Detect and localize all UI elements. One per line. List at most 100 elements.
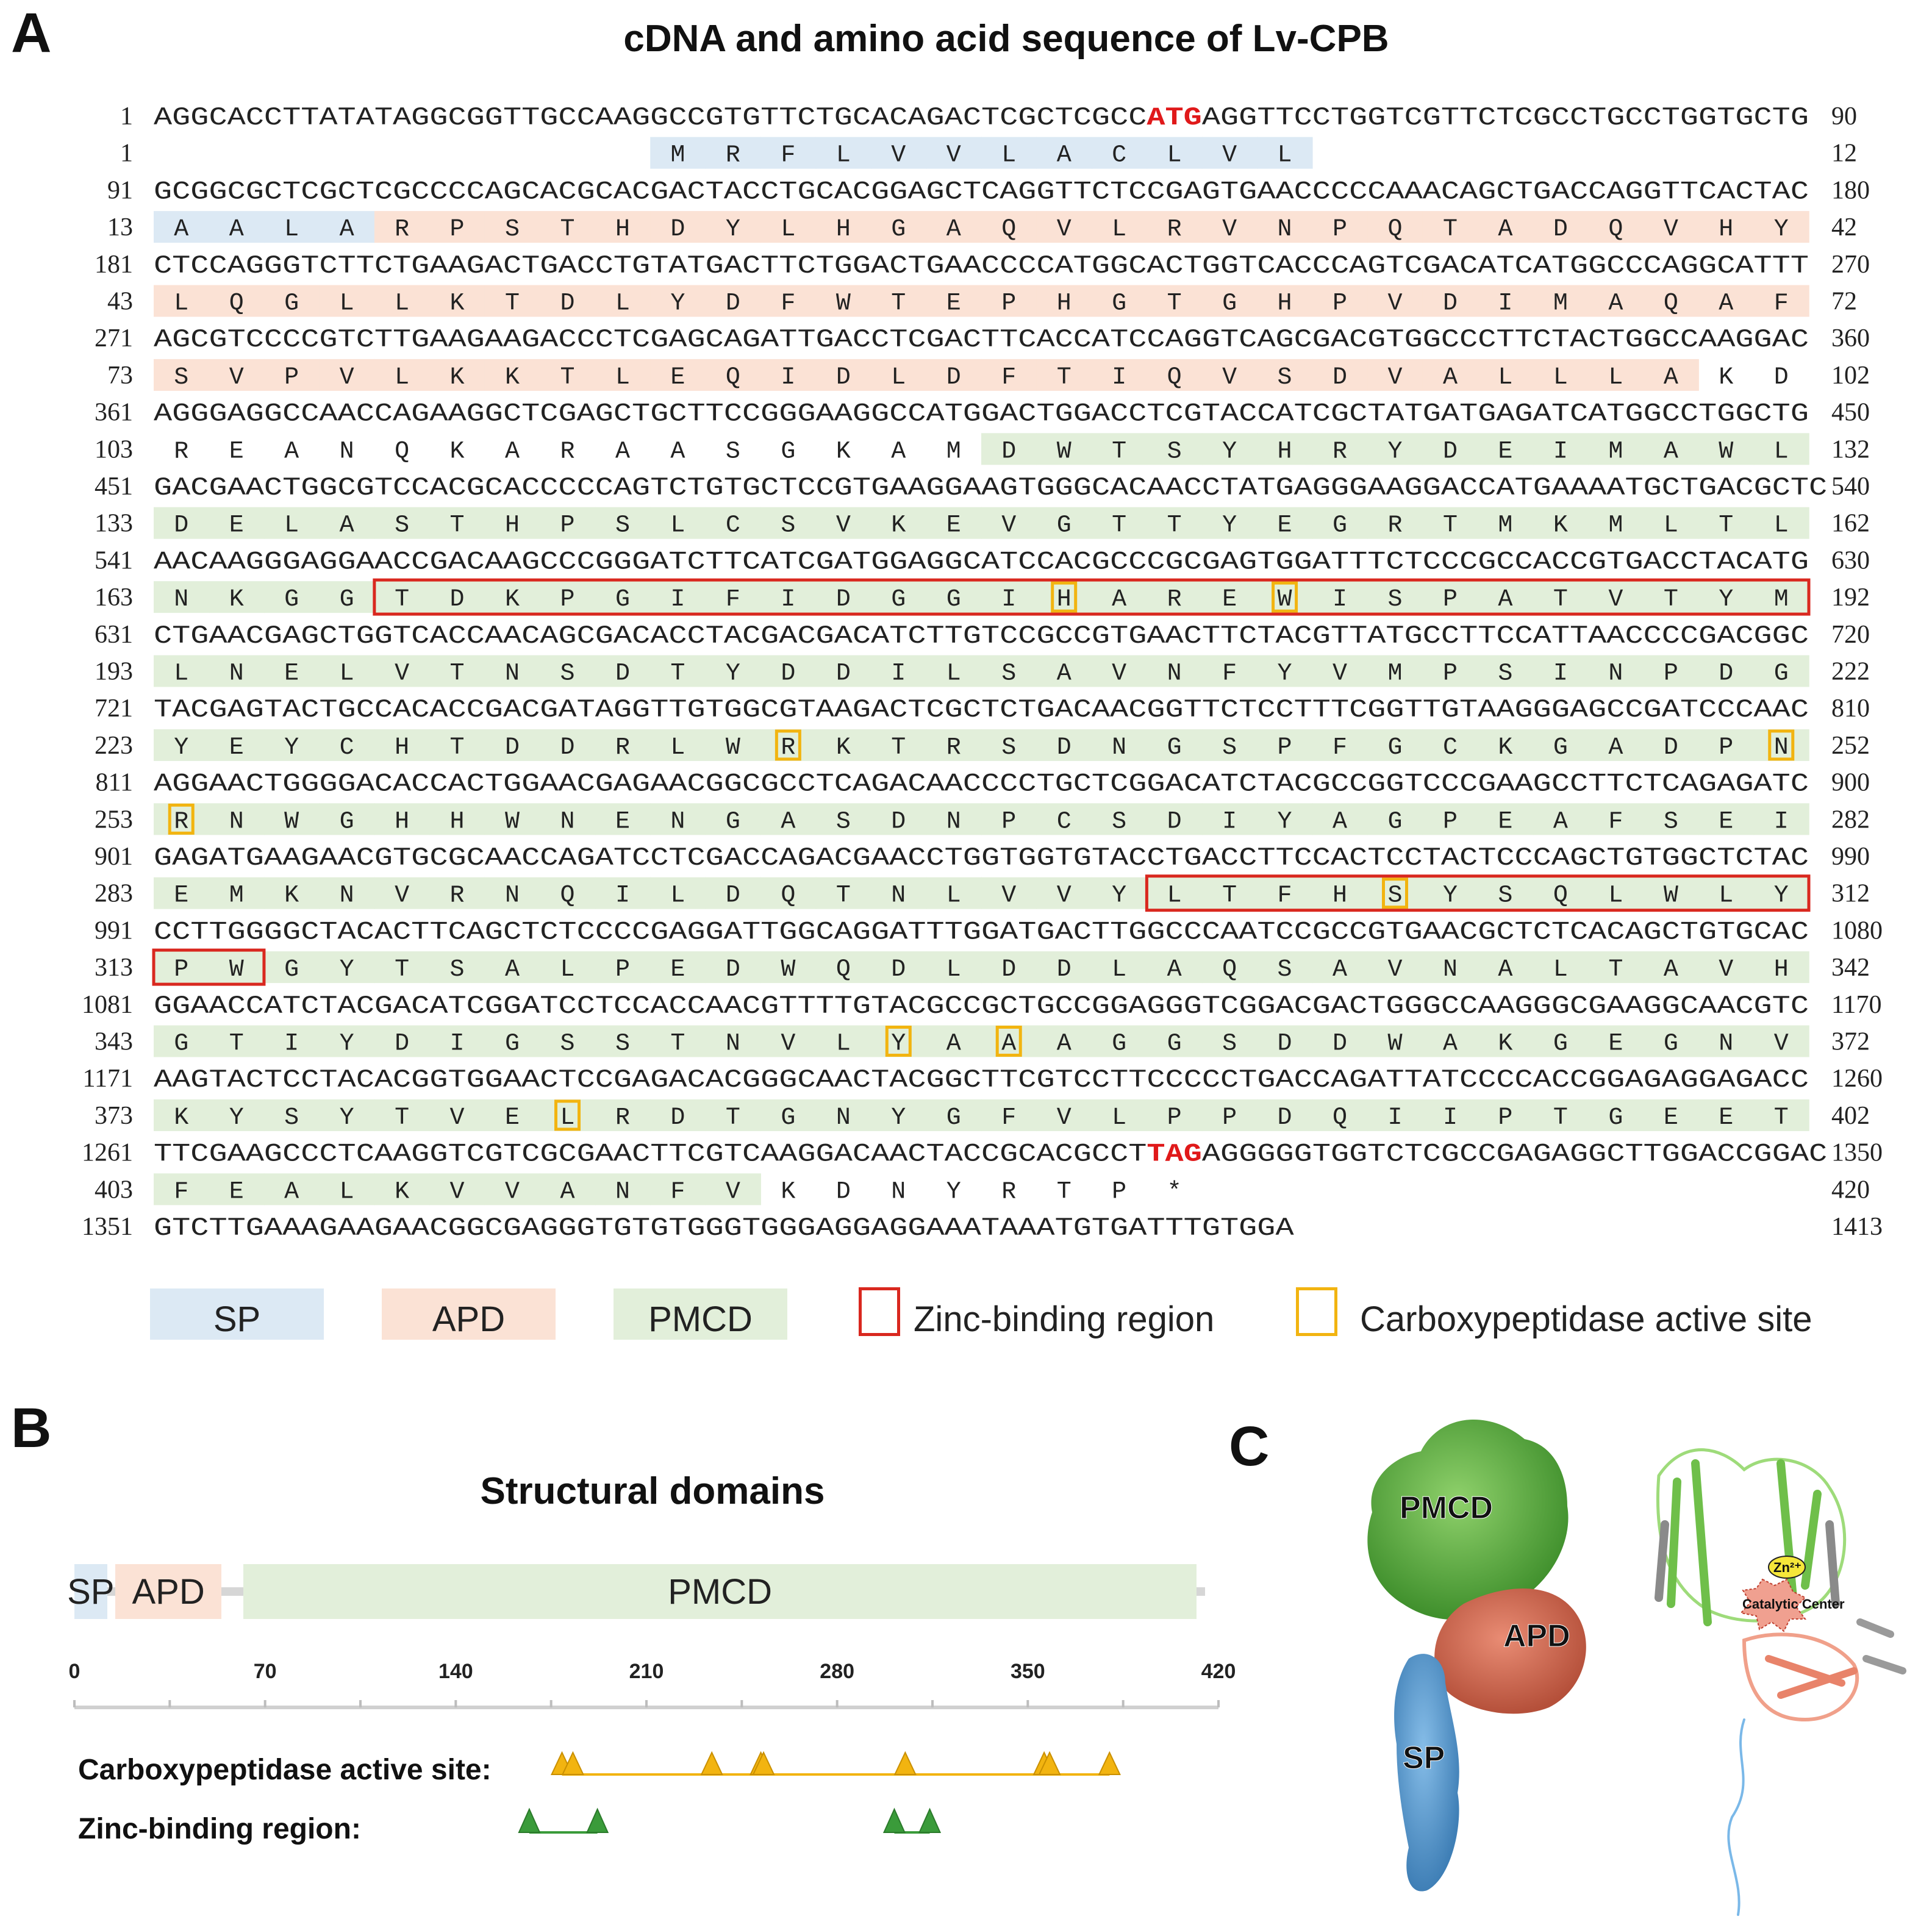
amino-acid: K [781, 1178, 795, 1206]
domain-shade [1478, 951, 1534, 984]
domain-shade [374, 507, 431, 539]
domain-shade [1147, 803, 1203, 835]
amino-acid: Y [1719, 586, 1733, 613]
amino-acid: S [560, 1031, 574, 1058]
amino-acid: P [1443, 660, 1458, 688]
amino-acid: M [1387, 660, 1402, 688]
amino-acid: K [395, 1178, 409, 1206]
amino-acid: K [450, 438, 465, 465]
domain-shade [484, 507, 541, 539]
active-site-marker [700, 1751, 723, 1775]
amino-acid: Q [1167, 364, 1182, 391]
domain-shade [374, 655, 431, 687]
amino-acid: A [1333, 808, 1347, 835]
amino-acid: G [1333, 512, 1347, 540]
amino-acid: R [1167, 216, 1182, 243]
domain-shade [1588, 285, 1644, 317]
domain-shade [871, 211, 927, 243]
amino-acid: P [1719, 734, 1733, 762]
amino-acid: A [891, 438, 906, 465]
domain-shade [1147, 285, 1203, 317]
row-start-number: 1351 [82, 1213, 133, 1241]
domain-shade [1478, 433, 1534, 465]
amino-acid: N [891, 1178, 906, 1206]
amino-acid: L [560, 956, 574, 984]
domain-shade [1367, 729, 1423, 761]
domain-shade [1588, 1025, 1644, 1057]
amino-acid: Y [1112, 882, 1126, 910]
domain-shade [1312, 877, 1368, 909]
domain-shade [540, 359, 596, 391]
nucleotide-sequence: AACAAGGGAGGAACCGACAAGCCCGGGATCTTCATCGATG… [154, 547, 1809, 576]
amino-acid: I [781, 364, 795, 391]
domain-shade [1422, 729, 1478, 761]
domain-shade [1533, 1099, 1589, 1131]
amino-acid: F [174, 1178, 188, 1206]
amino-acid: A [560, 1178, 574, 1206]
amino-acid: L [1774, 438, 1789, 465]
amino-acid: S [1664, 808, 1678, 835]
domain-shade [1091, 803, 1148, 835]
amino-acid: H [1719, 216, 1733, 243]
zinc-marker [918, 1807, 942, 1833]
nucleotide-sequence: CCTTGGGGCTACACTTCAGCTCTCCCCGAGGATTGGCAGG… [154, 917, 1809, 946]
amino-acid: N [1112, 734, 1126, 762]
amino-acid: D [726, 290, 740, 318]
row-start-number: 343 [95, 1028, 133, 1056]
zinc-ion [1768, 1556, 1806, 1579]
amino-acid: N [726, 1031, 740, 1058]
nucleotide-sequence: TACGAGTACTGCCACACCGACGATAGGTTGTGGCGTAAGA… [154, 695, 1809, 724]
domain-shade [1367, 285, 1423, 317]
amino-acid: A [1057, 660, 1072, 688]
row-end-number: 312 [1831, 880, 1870, 908]
domain-shade [263, 655, 320, 687]
amino-acid: G [1167, 1031, 1182, 1058]
amino-acid: A [1608, 290, 1623, 318]
domain-shade [926, 877, 982, 909]
amino-acid: G [1167, 734, 1182, 762]
domain-shade [926, 581, 982, 613]
domain-shade [1422, 507, 1478, 539]
domain-shade [815, 285, 871, 317]
amino-acid: Y [340, 956, 354, 984]
domain-shade [760, 211, 817, 243]
amino-acid: T [1222, 882, 1237, 910]
domain-shade [1257, 951, 1313, 984]
amino-acid: E [670, 956, 685, 984]
amino-acid: L [1112, 956, 1126, 984]
amino-acid: D [1001, 438, 1016, 465]
domain-shade [981, 803, 1037, 835]
nucleotide-sequence: CTGAACGAGCTGGTCACCAACAGCGACACCTACGACGACA… [154, 621, 1809, 651]
amino-acid: G [1057, 512, 1072, 540]
amino-acid: P [1222, 1104, 1237, 1132]
domain-shade [760, 285, 817, 317]
amino-acid: L [1001, 142, 1016, 170]
domain-shade [1643, 285, 1699, 317]
amino-acid: E [284, 660, 299, 688]
legend-label: APD [432, 1299, 506, 1339]
nucleotide-sequence: AGGGAGGCCAACCAGAAGGCTCGAGCTGCTTCCGGGAAGG… [154, 399, 1809, 429]
legend-outline-swatch [859, 1287, 900, 1336]
row-end-number: 192 [1831, 584, 1870, 612]
sequence-segment: AAGTACTCCTACACGGTGGAACTCCGAGACACGGGCAACT… [154, 1065, 1809, 1095]
apd-surface-label: APD [1503, 1618, 1570, 1654]
domain-shade [1201, 211, 1258, 243]
residue-axis [73, 1700, 1220, 1834]
amino-acid: A [340, 512, 354, 540]
domain-shade [1588, 581, 1644, 613]
row-start-number: 103 [95, 435, 133, 463]
sequence-segment: GGAACCATCTACGACATCGGATCCTCCACCAACGTTTTGT… [154, 992, 1809, 1021]
amino-acid: I [1443, 1104, 1458, 1132]
domain-shade [1036, 433, 1092, 465]
domain-shade [154, 359, 210, 391]
zinc-region-box [373, 578, 1811, 616]
amino-acid: L [670, 512, 685, 540]
amino-acid: D [1333, 1031, 1347, 1058]
domain-shade [760, 1099, 817, 1131]
domain-shade [1091, 1025, 1148, 1057]
amino-acid: Q [836, 956, 851, 984]
domain-shade [926, 803, 982, 835]
domain-shade [374, 1025, 431, 1057]
amino-acid: F [1001, 364, 1016, 391]
row-end-number: 132 [1831, 435, 1870, 463]
